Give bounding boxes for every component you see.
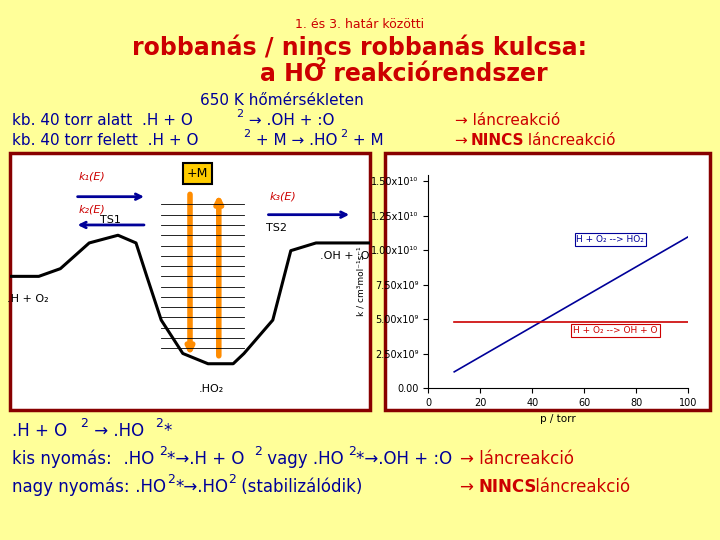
Text: *: *	[163, 422, 171, 440]
Text: 650 K hőmérsékleten: 650 K hőmérsékleten	[200, 93, 364, 108]
Text: 2: 2	[243, 129, 250, 139]
Text: *→.H + O: *→.H + O	[167, 450, 244, 468]
Text: .HO: .HO	[113, 450, 154, 468]
Text: *→.HO: *→.HO	[175, 478, 228, 496]
Text: vagy .HO: vagy .HO	[262, 450, 343, 468]
Text: k₃(E): k₃(E)	[269, 192, 296, 202]
Text: .H + O₂: .H + O₂	[7, 294, 49, 305]
Text: .H + O: .H + O	[12, 422, 67, 440]
Text: NINCS: NINCS	[478, 478, 536, 496]
Text: robbanás / nincs robbanás kulcsa:: robbanás / nincs robbanás kulcsa:	[132, 36, 588, 60]
Text: → .HO: → .HO	[89, 422, 144, 440]
Text: 2: 2	[236, 109, 243, 119]
Bar	[10, 153, 370, 410]
Text: + M → .HO: + M → .HO	[251, 133, 338, 148]
Text: a HO: a HO	[260, 62, 324, 86]
Text: k₁(E): k₁(E)	[78, 171, 105, 181]
Text: k₂(E): k₂(E)	[78, 205, 105, 214]
Text: láncreakció: láncreakció	[530, 478, 630, 496]
Text: 2: 2	[254, 445, 262, 458]
Text: *→.OH + :O: *→.OH + :O	[356, 450, 452, 468]
Text: reakciórendszer: reakciórendszer	[325, 62, 548, 86]
Text: kis nyomás:: kis nyomás:	[12, 450, 112, 469]
Text: láncreakció: láncreakció	[523, 133, 616, 148]
Text: kb. 40 torr felett  .H + O: kb. 40 torr felett .H + O	[12, 133, 199, 148]
Text: .HO₂: .HO₂	[199, 384, 224, 394]
Text: → láncreakció: → láncreakció	[460, 450, 574, 468]
Text: 2: 2	[167, 473, 175, 486]
Text: TS1: TS1	[100, 215, 121, 225]
Text: 2: 2	[316, 57, 327, 72]
Text: 2: 2	[155, 417, 163, 430]
Text: 2: 2	[159, 445, 167, 458]
Text: →: →	[455, 133, 472, 148]
Text: → láncreakció: → láncreakció	[455, 113, 560, 128]
Text: kb. 40 torr alatt  .H + O: kb. 40 torr alatt .H + O	[12, 113, 193, 128]
Text: H + O₂ --> HO₂: H + O₂ --> HO₂	[577, 235, 644, 244]
Text: NINCS: NINCS	[471, 133, 524, 148]
Text: (stabilizálódik): (stabilizálódik)	[236, 478, 362, 496]
Text: 2: 2	[348, 445, 356, 458]
Text: 2: 2	[80, 417, 88, 430]
Text: .OH + :O: .OH + :O	[320, 251, 369, 261]
Text: TS2: TS2	[266, 222, 287, 233]
Y-axis label: k / cm³mol⁻¹s⁻¹: k / cm³mol⁻¹s⁻¹	[356, 247, 366, 316]
Text: .HO: .HO	[130, 478, 166, 496]
Text: nagy nyomás:: nagy nyomás:	[12, 478, 130, 496]
X-axis label: p / torr: p / torr	[541, 414, 576, 424]
Text: H + O₂ --> OH + O: H + O₂ --> OH + O	[573, 326, 658, 335]
Text: + M: + M	[348, 133, 384, 148]
Text: +M: +M	[186, 167, 208, 180]
Bar	[385, 153, 710, 410]
Text: 2: 2	[340, 129, 347, 139]
Text: →: →	[460, 478, 479, 496]
Text: → .OH + :O: → .OH + :O	[244, 113, 335, 128]
Text: 2: 2	[228, 473, 236, 486]
Text: 1. és 3. határ közötti: 1. és 3. határ közötti	[295, 18, 425, 31]
